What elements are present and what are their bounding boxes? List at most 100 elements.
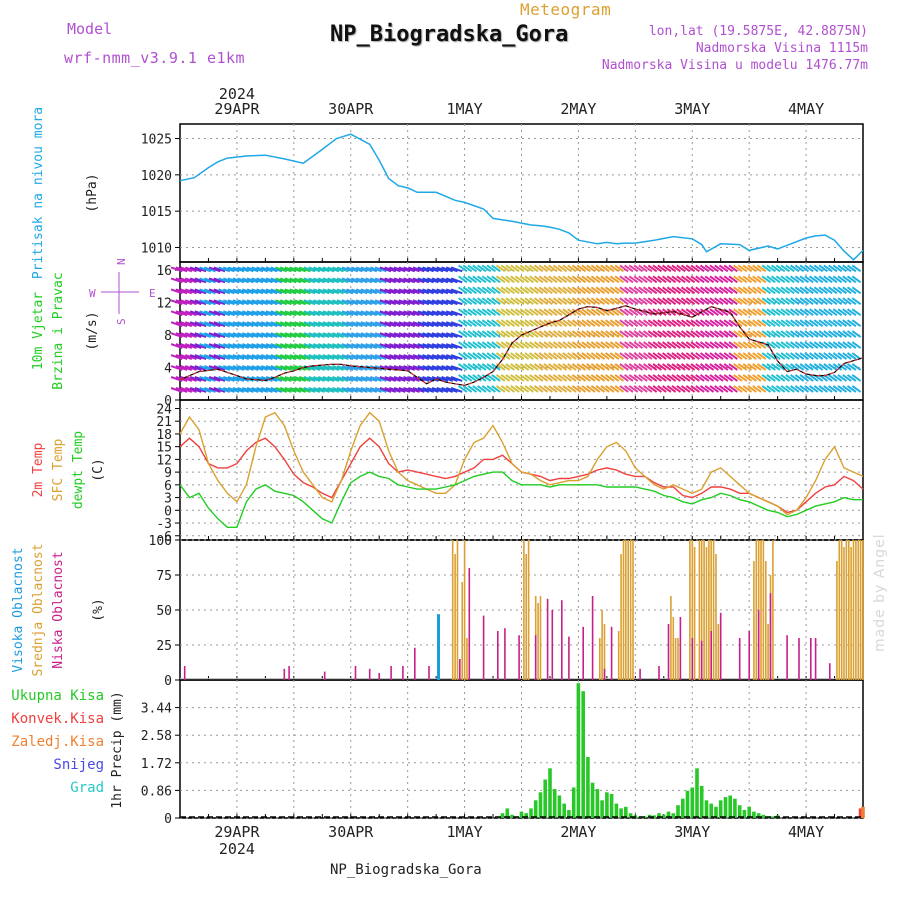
wind-barb — [194, 310, 207, 317]
wind-barb — [562, 297, 572, 306]
wind-barb — [388, 376, 401, 382]
cloud-bar-1 — [622, 540, 625, 680]
wind-barb — [780, 352, 791, 360]
wind-barb — [695, 308, 705, 316]
wind-barb — [450, 365, 463, 371]
wind-barb — [379, 266, 392, 273]
wind-barb — [332, 387, 344, 393]
wind-barb — [714, 352, 724, 360]
wind-barb — [232, 387, 245, 393]
wind-barb — [500, 385, 511, 393]
wind-barb — [458, 385, 468, 393]
wind-barb — [384, 354, 397, 360]
cloud-bar-1 — [855, 540, 857, 680]
wind-barb — [336, 376, 349, 382]
wind-barb — [533, 374, 544, 382]
wind-barb — [790, 330, 800, 338]
wind-barb — [203, 277, 216, 284]
wind-barb — [403, 277, 416, 284]
wind-barb — [851, 319, 862, 327]
wind-barb — [676, 275, 686, 284]
wind-barb — [184, 310, 197, 317]
wind-barb — [766, 341, 776, 349]
wind-barb — [771, 308, 781, 316]
wind-barb — [647, 330, 658, 338]
wind-barb — [809, 319, 819, 327]
wind-barb — [199, 299, 212, 306]
wind-barb — [514, 363, 525, 371]
wind-barb — [723, 275, 734, 284]
wind-barb — [586, 374, 596, 382]
wind-barb — [699, 352, 710, 360]
wind-barb — [761, 286, 772, 295]
wind-barb — [500, 297, 511, 306]
wind-barb — [576, 275, 587, 284]
wind-barb — [199, 365, 212, 371]
wind-barb — [294, 321, 307, 328]
wind-barb — [590, 374, 601, 382]
wind-barb — [638, 319, 648, 327]
wind-barb — [369, 343, 382, 349]
wind-barb — [458, 341, 468, 349]
wind-barb — [322, 288, 335, 295]
precip-bar-0 — [614, 803, 619, 818]
wind-barb — [298, 354, 311, 360]
wind-barb — [576, 341, 587, 349]
wind-barb — [426, 266, 439, 273]
wind-barb — [208, 288, 221, 295]
wind-barb — [175, 365, 188, 371]
wind-barb — [543, 286, 553, 295]
wind-barb — [365, 376, 378, 382]
wind-barb — [393, 288, 406, 295]
wind-barb — [308, 288, 321, 295]
wind-barb — [832, 286, 843, 295]
wind-barb — [350, 288, 363, 295]
wind-barb — [846, 319, 857, 327]
wind-barb — [652, 319, 663, 327]
wind-barb — [723, 319, 734, 327]
wind-barb — [548, 363, 558, 371]
wind-barb — [458, 374, 468, 382]
wind-barb — [600, 374, 610, 382]
wind-barb — [609, 275, 620, 284]
wind-barb — [652, 286, 663, 295]
wind-barb — [422, 387, 435, 393]
wind-barb — [552, 308, 563, 316]
wind-barb — [785, 374, 795, 382]
wind-barb — [398, 288, 411, 295]
wind-barb — [590, 363, 601, 371]
wind-barb — [680, 319, 691, 327]
wind-barb — [818, 363, 829, 371]
precip-bar-0 — [510, 814, 514, 818]
wind-barb — [775, 341, 786, 349]
wind-barb — [533, 385, 544, 393]
wind-barb — [388, 365, 401, 371]
wind-barb — [279, 299, 292, 306]
wind-barb — [313, 354, 325, 360]
wind-barb — [690, 341, 700, 349]
wind-barb — [431, 299, 444, 306]
precip-bar-0 — [699, 785, 704, 818]
wind-barb — [365, 343, 378, 349]
wind-barb — [422, 376, 435, 382]
wind-barb — [491, 352, 501, 360]
wind-barb — [477, 319, 487, 327]
wind-barb — [336, 266, 349, 273]
wind-barb — [422, 332, 435, 339]
wind-barb — [524, 264, 534, 273]
wind-barb — [799, 385, 810, 393]
wind-barb — [790, 385, 800, 393]
cloud-bar-1 — [852, 540, 855, 680]
wind-barb — [303, 310, 316, 317]
precip-bar-0 — [747, 806, 751, 818]
wind-barb — [633, 297, 644, 306]
wind-barb — [756, 385, 767, 393]
wind-barb — [756, 286, 767, 295]
wind-barb — [633, 286, 644, 295]
wind-barb — [638, 297, 648, 306]
wind-barb — [737, 264, 748, 273]
wind-barb — [624, 374, 634, 382]
wind-barb — [184, 299, 197, 306]
wind-barb — [360, 343, 373, 349]
wind-barb — [355, 277, 368, 284]
